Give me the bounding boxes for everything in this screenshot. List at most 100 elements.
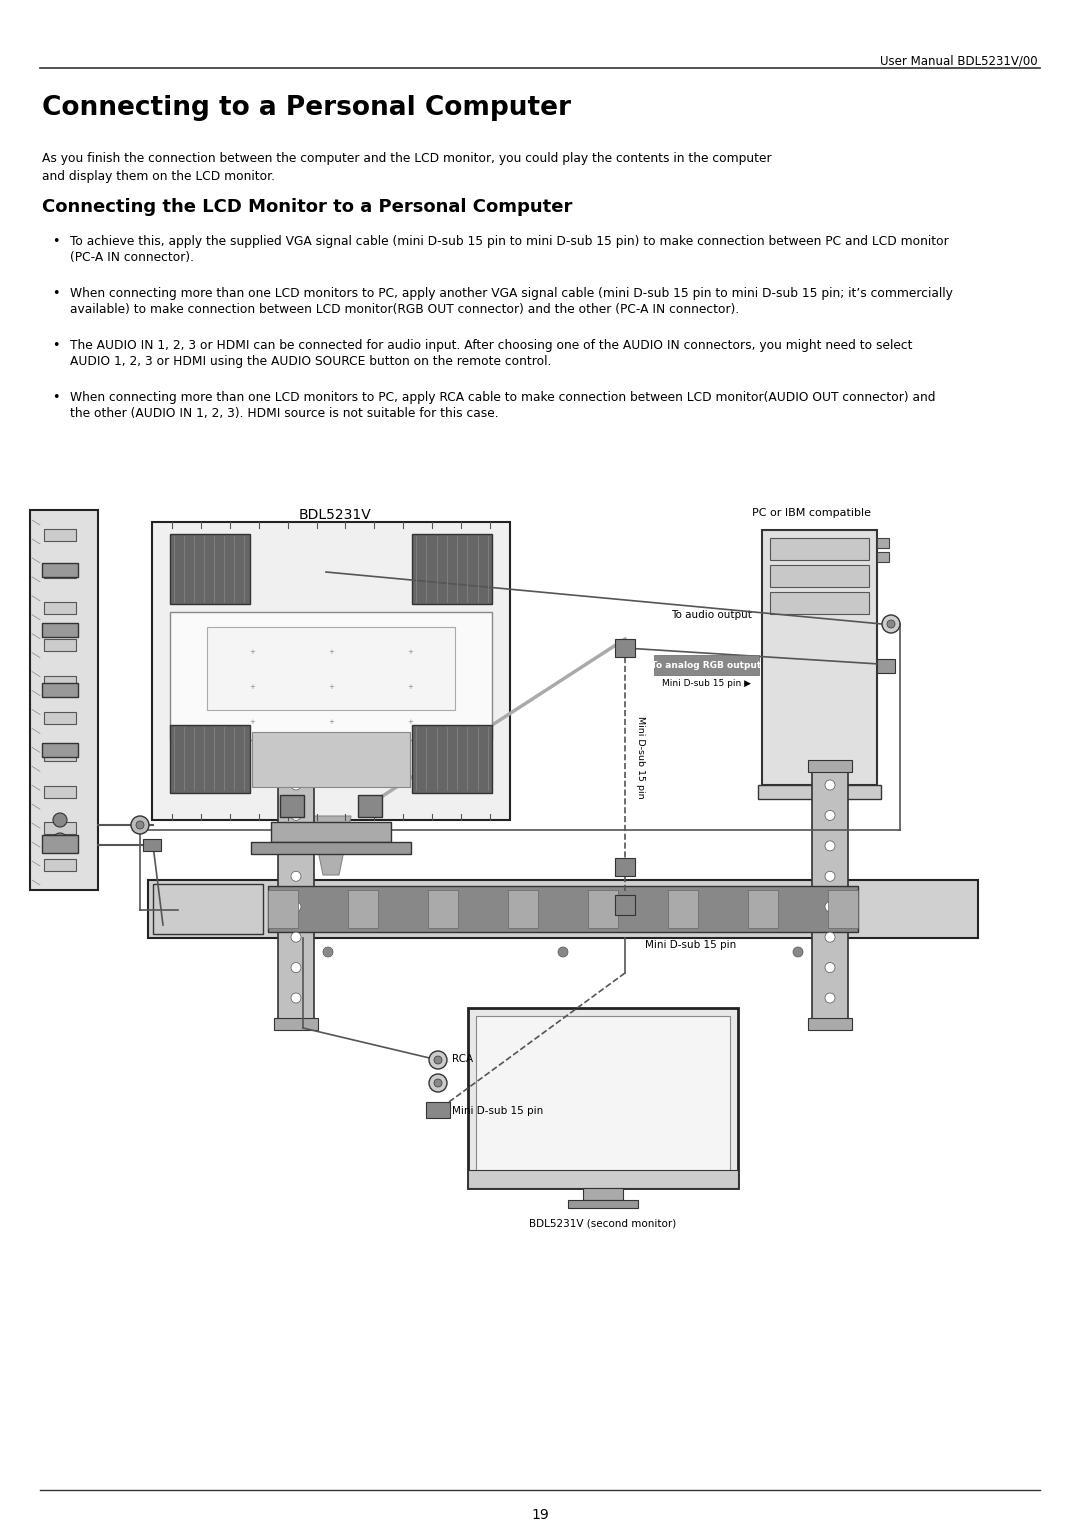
Bar [468,1008,738,1188]
Bar [357,796,382,817]
Text: +: + [328,649,334,655]
Text: +: + [407,684,413,690]
Bar [44,786,76,797]
Circle shape [882,615,900,634]
Bar [280,796,303,817]
Text: To achieve this, apply the supplied VGA signal cable (mini D-sub 15 pin to mini : To achieve this, apply the supplied VGA … [70,235,948,247]
Bar [770,565,869,586]
Bar [152,522,510,820]
Text: (PC-A IN connector).: (PC-A IN connector). [70,250,194,264]
Bar [44,712,76,724]
Bar [44,638,76,651]
Circle shape [429,1051,447,1069]
Text: +: + [407,719,413,725]
Circle shape [825,872,835,881]
Text: and display them on the LCD monitor.: and display them on the LCD monitor. [42,169,275,183]
Circle shape [825,962,835,973]
Bar [268,886,858,931]
Bar [44,823,76,834]
Bar [828,890,858,928]
Text: To audio output: To audio output [671,609,752,620]
Bar [615,638,635,657]
Bar [615,858,635,876]
Text: +: + [407,649,413,655]
Text: Mini D-sub 15 pin: Mini D-sub 15 pin [635,716,645,799]
Bar [207,628,455,710]
Text: AUDIO 1, 2, 3 or HDMI using the AUDIO SOURCE button on the remote control.: AUDIO 1, 2, 3 or HDMI using the AUDIO SO… [70,354,552,368]
Circle shape [429,1073,447,1092]
Bar [252,731,410,786]
Bar [42,835,78,854]
Text: Connecting the LCD Monitor to a Personal Computer: Connecting the LCD Monitor to a Personal… [42,199,572,215]
Circle shape [136,822,144,829]
Text: To analog RGB output: To analog RGB output [651,661,761,669]
Text: •: • [52,391,59,405]
Text: +: + [249,684,255,690]
Bar [877,538,889,548]
Text: Mini D-sub 15 pin: Mini D-sub 15 pin [453,1106,543,1116]
Bar [508,890,538,928]
Circle shape [53,812,67,828]
Bar [170,534,249,605]
Circle shape [887,620,895,628]
Text: When connecting more than one LCD monitors to PC, apply RCA cable to make connec: When connecting more than one LCD monito… [70,391,935,405]
Circle shape [53,834,67,847]
Bar [758,785,881,799]
Text: +: + [328,684,334,690]
Bar [808,760,852,773]
Bar [44,860,76,870]
Bar [568,1200,638,1208]
Circle shape [825,811,835,820]
Circle shape [825,993,835,1003]
Bar [770,538,869,560]
Bar [583,1188,623,1200]
Text: As you finish the connection between the computer and the LCD monitor, you could: As you finish the connection between the… [42,153,771,165]
Bar [877,660,895,673]
Bar [411,725,492,793]
Bar [44,675,76,687]
Text: PC or IBM compatible: PC or IBM compatible [752,508,870,518]
Circle shape [825,931,835,942]
Text: Mini D-sub 15 pin: Mini D-sub 15 pin [645,941,737,950]
Circle shape [825,902,835,912]
Circle shape [793,947,804,957]
Bar [44,602,76,614]
Bar [42,744,78,757]
Bar [762,530,877,785]
Text: BDL5231V (second monitor): BDL5231V (second monitor) [529,1219,677,1228]
Polygon shape [311,815,351,875]
Bar [278,765,314,1023]
Text: •: • [52,235,59,247]
Circle shape [558,947,568,957]
Bar [42,623,78,637]
Text: User Manual BDL5231V/00: User Manual BDL5231V/00 [880,55,1038,69]
Circle shape [291,931,301,942]
Text: RCA: RCA [453,1054,473,1064]
Bar [274,760,318,773]
Text: •: • [52,339,59,353]
Circle shape [291,962,301,973]
Text: the other (AUDIO IN 1, 2, 3). HDMI source is not suitable for this case.: the other (AUDIO IN 1, 2, 3). HDMI sourc… [70,408,499,420]
Text: Mini D-sub 15 pin ▶: Mini D-sub 15 pin ▶ [661,680,751,689]
Bar [30,510,98,890]
Text: BDL5231V: BDL5231V [299,508,372,522]
Circle shape [291,780,301,789]
Bar [615,895,635,915]
Circle shape [825,780,835,789]
Bar [42,683,78,696]
Bar [170,612,492,741]
Bar [42,563,78,577]
Text: +: + [328,719,334,725]
Circle shape [131,815,149,834]
Bar [812,765,848,1023]
Bar [153,884,264,935]
Bar [426,1102,450,1118]
Circle shape [825,841,835,851]
Bar [654,655,759,675]
Text: 19: 19 [531,1509,549,1522]
Bar [44,528,76,541]
Circle shape [434,1057,442,1064]
Bar [808,1019,852,1031]
Circle shape [291,841,301,851]
Bar [148,880,978,938]
